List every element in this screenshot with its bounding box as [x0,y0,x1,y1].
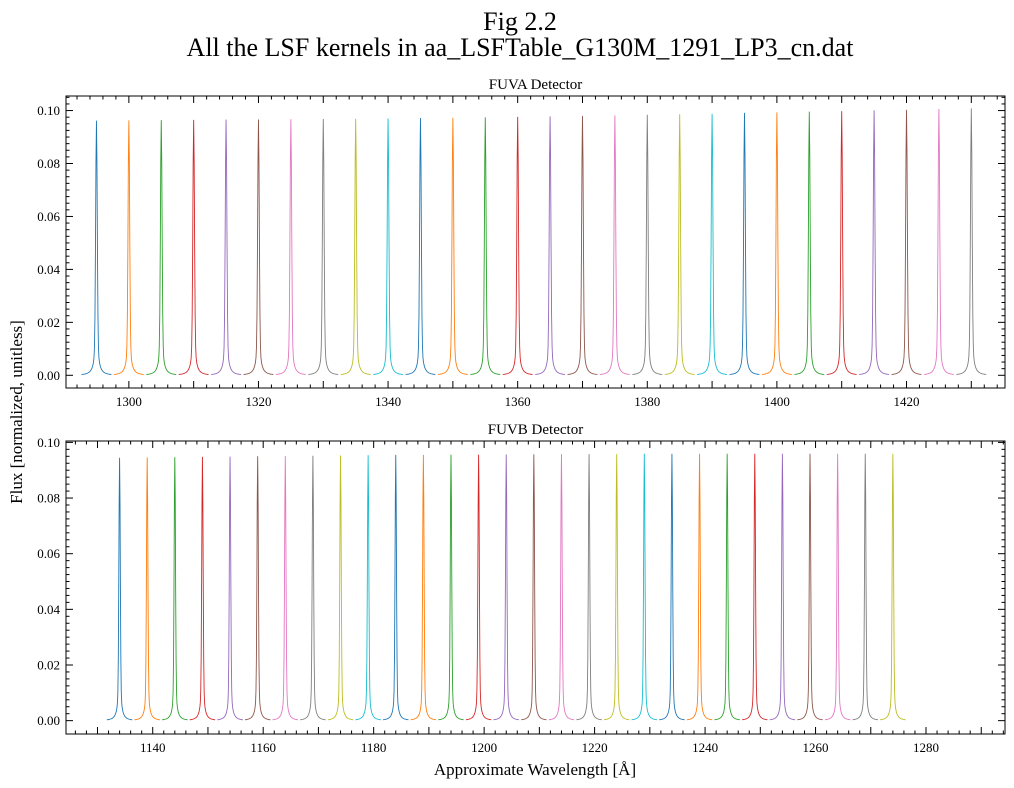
lsf-kernel-line [548,454,575,721]
lsf-kernel-line [729,112,760,375]
x-tick-label: 1160 [250,740,276,755]
lsf-kernel-line [355,455,381,721]
lsf-kernel-line [275,119,306,375]
figure-title-line1: Fig 2.2 [483,7,557,36]
y-tick-label: 0.02 [37,657,60,672]
lsf-kernel-line [244,456,271,721]
panel-fuva: FUVA Detector 1300 1320 1340 1360 1380 1400 142… [37,77,1006,409]
y-tick-label: 0.06 [37,209,60,224]
lsf-kernel-line [824,453,851,721]
x-tick-label: 1360 [505,394,531,409]
lsf-kernel-line [134,457,160,721]
lsf-kernel-line [340,118,371,375]
panel-fuvb: FUVB Detector 1140 1160 1180 1200 1220 1240 126… [37,422,1006,755]
lsf-kernel-line [146,120,177,375]
x-tick-label: 1300 [116,394,142,409]
lsf-kernel-line [923,108,954,375]
lsf-kernel-line [217,456,243,721]
lsf-kernel-line [535,116,566,375]
lsf-kernel-line [742,453,768,721]
lsf-kernel-line [521,454,547,721]
y-tick-label: 0.04 [37,262,60,277]
axes-frame [65,440,1006,735]
lsf-kernel-line [470,117,501,375]
x-tick-label: 1280 [913,740,939,755]
lsf-kernel-line [794,111,825,375]
lsf-kernel-line [243,119,274,375]
y-tick-label: 0.10 [37,103,60,118]
lsf-kernel-line [603,454,630,721]
lsf-kernel-line [327,455,354,721]
lsf-kernel-line [769,453,796,721]
lsf-kernel-line [405,117,436,375]
lsf-kernel-line [437,117,468,375]
lsf-kernel-line [797,453,823,721]
lsf-kernel-line [659,453,685,721]
lsf-kernel-line [880,453,906,721]
lsf-kernel-line [465,454,492,721]
lsf-kernel-line [697,113,728,375]
lsf-kernel-line [686,453,713,721]
lsf-kernel-line [956,108,987,375]
figure-title-line2: All the LSF kernels in aa_LSFTable_G130M… [187,33,855,62]
lsf-kernel-line [891,109,922,375]
lsf-kernel-line [567,115,598,375]
x-tick-label: 1380 [634,394,660,409]
panel-title: FUVA Detector [489,77,582,93]
y-axis-label: Flux [normalized, unitless] [7,320,26,504]
lsf-kernel-line [373,118,404,375]
lsf-kernel-line [502,116,533,375]
x-tick-label: 1420 [893,394,919,409]
lsf-kernel-line [189,456,216,721]
x-axis-label: Approximate Wavelength [Å] [434,760,636,779]
lsf-kernel-line [438,454,464,721]
lsf-kernel-line [632,114,663,375]
y-tick-label: 0.08 [37,491,60,506]
axes-frame [65,95,1006,389]
x-tick-label: 1400 [764,394,790,409]
lsf-kernel-line [599,115,630,375]
y-tick-label: 0.04 [37,602,60,617]
lsf-kernel-line [631,453,658,721]
lsf-kernel-line [664,114,695,375]
lsf-kernel-line [81,120,112,375]
lsf-kernel-line [308,119,339,375]
lsf-kernel-line [852,453,879,721]
lsf-kernel-line [106,457,133,721]
y-tick-label: 0.10 [37,435,60,450]
lsf-kernel-line [382,454,409,721]
lsf-kernel-line [178,119,209,375]
lsf-kernel-line [493,454,519,721]
lsf-kernel-line [859,110,890,375]
lsf-kernel-line [761,112,792,375]
x-tick-label: 1320 [245,394,271,409]
x-tick-label: 1340 [375,394,401,409]
lsf-kernel-line [826,111,857,375]
x-tick-label: 1180 [361,740,387,755]
lsf-kernel-line [300,455,326,721]
x-tick-label: 1140 [140,740,166,755]
x-tick-label: 1240 [692,740,718,755]
y-tick-label: 0.06 [37,546,60,561]
lsf-kernel-line [211,119,242,375]
y-tick-label: 0.02 [37,315,60,330]
lsf-kernel-line [410,454,437,721]
y-tick-label: 0.00 [37,713,60,728]
lsf-kernel-line [714,453,740,721]
lsf-kernel-line [162,457,188,721]
panel-title: FUVB Detector [488,422,583,438]
x-tick-label: 1260 [803,740,829,755]
lsf-kernel-line [576,454,602,721]
x-tick-label: 1220 [582,740,608,755]
lsf-kernel-line [272,456,299,721]
y-tick-label: 0.00 [37,368,60,383]
lsf-kernel-line [113,120,144,375]
y-tick-label: 0.08 [37,156,60,171]
x-tick-label: 1200 [471,740,497,755]
